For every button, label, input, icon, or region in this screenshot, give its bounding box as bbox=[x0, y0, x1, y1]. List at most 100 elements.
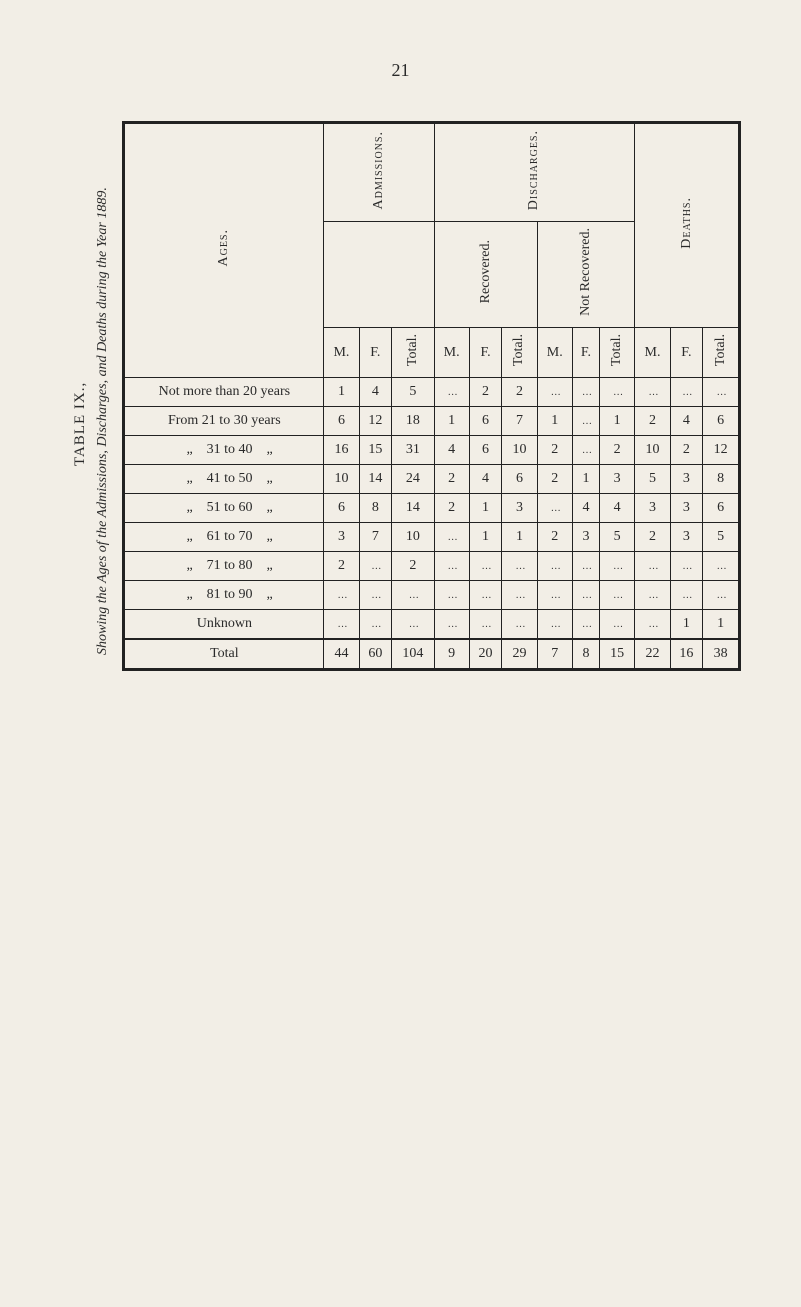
cell-dth-m bbox=[635, 552, 670, 581]
cell-rec-f bbox=[469, 552, 502, 581]
cell-adm-m: 1 bbox=[324, 378, 359, 407]
cell-dth-t: 12 bbox=[703, 436, 740, 465]
rec-total-label: Total. bbox=[511, 334, 527, 366]
table-row: „ 61 to 70 „371011235235 bbox=[124, 523, 740, 552]
cell-rec-t: 6 bbox=[502, 465, 537, 494]
cell-rec-f bbox=[469, 581, 502, 610]
cell-rec-f: 1 bbox=[469, 523, 502, 552]
cell-adm-t: 18 bbox=[392, 407, 434, 436]
cell-adm-f bbox=[359, 581, 392, 610]
cell-adm-f: 8 bbox=[359, 494, 392, 523]
cell-dth-f bbox=[670, 552, 703, 581]
total-dth-t: 38 bbox=[703, 639, 740, 670]
cell-adm-m bbox=[324, 581, 359, 610]
cell-nrec-t: 5 bbox=[600, 523, 635, 552]
cell-nrec-f: 4 bbox=[572, 494, 599, 523]
cell-nrec-t: 1 bbox=[600, 407, 635, 436]
total-adm-f: 60 bbox=[359, 639, 392, 670]
cell-nrec-f bbox=[572, 610, 599, 640]
total-nrec-f: 8 bbox=[572, 639, 599, 670]
cell-dth-f bbox=[670, 378, 703, 407]
cell-adm-t: 10 bbox=[392, 523, 434, 552]
cell-dth-t: 6 bbox=[703, 494, 740, 523]
ages-label: Ages. bbox=[216, 229, 232, 267]
cell-rec-m bbox=[434, 552, 469, 581]
col-admissions: Admissions. bbox=[324, 123, 434, 222]
cell-dth-t bbox=[703, 378, 740, 407]
cell-rec-t: 10 bbox=[502, 436, 537, 465]
total-adm-t: 104 bbox=[392, 639, 434, 670]
cell-rec-f: 4 bbox=[469, 465, 502, 494]
cell-nrec-m bbox=[537, 610, 572, 640]
cell-dth-f bbox=[670, 581, 703, 610]
cell-rec-f bbox=[469, 610, 502, 640]
col-deaths: Deaths. bbox=[635, 123, 740, 328]
total-dth-f: 16 bbox=[670, 639, 703, 670]
table-caption: TABLE IX., Showing the Ages of the Admis… bbox=[60, 121, 122, 721]
row-label: „ 51 to 60 „ bbox=[124, 494, 324, 523]
cell-adm-m: 6 bbox=[324, 494, 359, 523]
cell-adm-m: 10 bbox=[324, 465, 359, 494]
cell-rec-m: 4 bbox=[434, 436, 469, 465]
cell-rec-t bbox=[502, 581, 537, 610]
cell-nrec-f bbox=[572, 407, 599, 436]
total-label: Total bbox=[124, 639, 324, 670]
cell-rec-t: 7 bbox=[502, 407, 537, 436]
cell-rec-m bbox=[434, 378, 469, 407]
total-rec-m: 9 bbox=[434, 639, 469, 670]
total-adm-m: 44 bbox=[324, 639, 359, 670]
cell-nrec-t: 2 bbox=[600, 436, 635, 465]
cell-rec-m bbox=[434, 581, 469, 610]
total-nrec-t: 15 bbox=[600, 639, 635, 670]
col-discharges: Discharges. bbox=[434, 123, 635, 222]
cell-adm-f: 12 bbox=[359, 407, 392, 436]
col-recovered: Recovered. bbox=[434, 222, 537, 328]
cell-nrec-m bbox=[537, 581, 572, 610]
cell-rec-t bbox=[502, 610, 537, 640]
cell-adm-m: 2 bbox=[324, 552, 359, 581]
cell-adm-m: 6 bbox=[324, 407, 359, 436]
rec-f: F. bbox=[469, 328, 502, 378]
cell-nrec-t bbox=[600, 378, 635, 407]
rec-m: M. bbox=[434, 328, 469, 378]
table-subtitle: Showing the Ages of the Admissions, Disc… bbox=[92, 187, 114, 655]
cell-rec-f: 6 bbox=[469, 407, 502, 436]
spacer-adm bbox=[324, 222, 434, 328]
not-recovered-label: Not Recovered. bbox=[578, 228, 594, 316]
table-row: „ 51 to 60 „681421344336 bbox=[124, 494, 740, 523]
page-number: 21 bbox=[60, 60, 741, 81]
table-row: „ 81 to 90 „ bbox=[124, 581, 740, 610]
row-label: „ 71 to 80 „ bbox=[124, 552, 324, 581]
cell-dth-m: 5 bbox=[635, 465, 670, 494]
ages-table: Ages. Admissions. Discharges. Deaths. Re… bbox=[122, 121, 741, 671]
nrec-t: Total. bbox=[600, 328, 635, 378]
cell-nrec-t: 4 bbox=[600, 494, 635, 523]
cell-nrec-f bbox=[572, 436, 599, 465]
dth-t: Total. bbox=[703, 328, 740, 378]
cell-adm-m: 3 bbox=[324, 523, 359, 552]
cell-dth-t bbox=[703, 552, 740, 581]
cell-nrec-t: 3 bbox=[600, 465, 635, 494]
cell-nrec-m: 1 bbox=[537, 407, 572, 436]
cell-nrec-f bbox=[572, 378, 599, 407]
cell-dth-f: 1 bbox=[670, 610, 703, 640]
cell-dth-f: 3 bbox=[670, 523, 703, 552]
cell-dth-m: 3 bbox=[635, 494, 670, 523]
cell-dth-t bbox=[703, 581, 740, 610]
cell-adm-m bbox=[324, 610, 359, 640]
cell-rec-f: 2 bbox=[469, 378, 502, 407]
table-number: TABLE IX., bbox=[68, 193, 92, 655]
row-label: From 21 to 30 years bbox=[124, 407, 324, 436]
row-label: „ 31 to 40 „ bbox=[124, 436, 324, 465]
cell-rec-m bbox=[434, 610, 469, 640]
cell-nrec-t bbox=[600, 552, 635, 581]
table-row: „ 31 to 40 „16153146102210212 bbox=[124, 436, 740, 465]
cell-dth-m bbox=[635, 378, 670, 407]
cell-nrec-m: 2 bbox=[537, 523, 572, 552]
total-row: Total4460104920297815221638 bbox=[124, 639, 740, 670]
cell-dth-f: 3 bbox=[670, 494, 703, 523]
cell-nrec-f bbox=[572, 581, 599, 610]
table-row: „ 71 to 80 „22 bbox=[124, 552, 740, 581]
cell-adm-f bbox=[359, 552, 392, 581]
cell-nrec-f: 3 bbox=[572, 523, 599, 552]
